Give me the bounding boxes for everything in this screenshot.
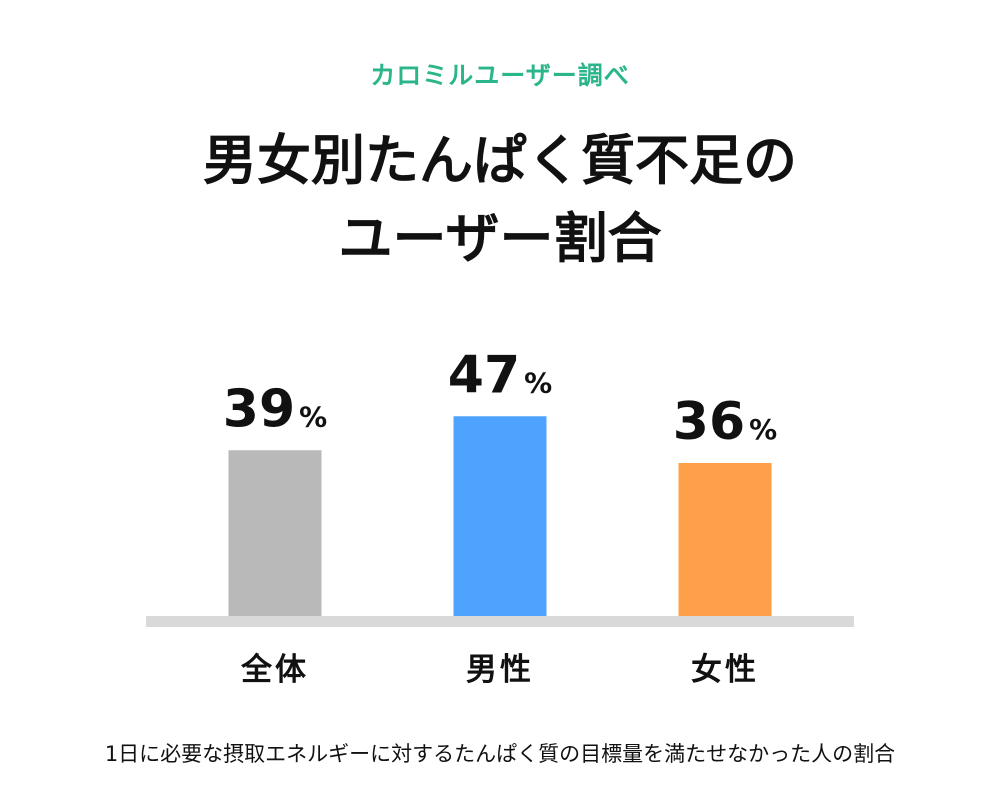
chart-footnote: 1日に必要な摂取エネルギーに対するたんぱく質の目標量を満たせなかった人の割合	[104, 742, 896, 766]
bar-1	[228, 450, 322, 616]
bar-3	[678, 463, 772, 616]
chart-subtitle: カロミルユーザー調べ	[370, 61, 630, 90]
chart-title: 男女別たんぱく質不足の ユーザー割合	[0, 122, 1000, 278]
category-label-1: 全体	[240, 652, 309, 688]
bar-value-label-3: 36%	[673, 392, 777, 452]
bar-2	[453, 416, 547, 616]
chart-title-line-2: ユーザー割合	[338, 207, 662, 270]
x-axis-baseline	[146, 616, 854, 627]
bar-value-label-2: 47%	[448, 345, 552, 405]
chart-title-line-1: 男女別たんぱく質不足の	[203, 129, 797, 192]
bar-value-label-1: 39%	[223, 379, 327, 439]
category-label-3: 女性	[691, 652, 759, 688]
category-label-2: 男性	[466, 652, 534, 688]
